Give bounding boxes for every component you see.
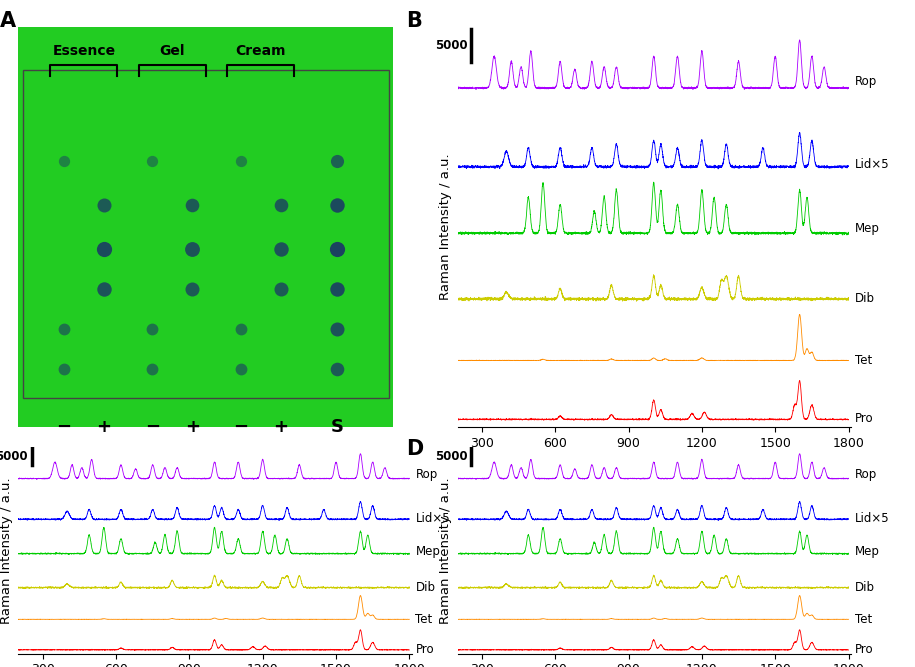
Text: Dib: Dib [855,291,875,305]
Y-axis label: Raman Intensity / a.u.: Raman Intensity / a.u. [439,153,452,300]
Point [274,199,288,210]
Text: Mep: Mep [415,545,440,558]
Text: +: + [274,418,288,436]
Point [97,243,112,254]
FancyBboxPatch shape [23,70,389,398]
Point [329,156,344,167]
Text: Mep: Mep [855,222,879,235]
Y-axis label: Raman Intensity / a.u.: Raman Intensity / a.u. [0,477,13,624]
Text: −: − [57,418,71,436]
Point [57,364,71,374]
Text: +: + [185,418,200,436]
Text: 5000: 5000 [435,450,468,463]
Point [57,323,71,334]
Point [329,364,344,374]
Point [97,199,112,210]
Text: S: S [330,418,344,436]
Text: Essence: Essence [52,43,115,57]
Text: Lid×5: Lid×5 [855,158,889,171]
Text: Gel: Gel [159,43,185,57]
Text: Pro: Pro [855,412,873,426]
Point [185,199,199,210]
Point [233,364,248,374]
X-axis label: Wavenumber / cm⁻¹: Wavenumber / cm⁻¹ [587,455,721,468]
Point [274,243,288,254]
Text: Pro: Pro [855,643,873,656]
Text: Rop: Rop [415,468,437,482]
Point [145,156,159,167]
Text: −: − [233,418,248,436]
Point [329,199,344,210]
Text: Lid×5: Lid×5 [855,512,889,525]
Text: A: A [0,11,16,31]
Point [233,156,248,167]
Point [97,283,112,294]
Text: Tet: Tet [855,354,872,367]
Point [185,243,199,254]
Point [329,283,344,294]
Text: D: D [406,439,424,459]
Text: +: + [97,418,112,436]
Point [185,283,199,294]
Y-axis label: Raman Intensity / a.u.: Raman Intensity / a.u. [439,477,452,624]
Point [233,323,248,334]
Text: Dib: Dib [855,580,875,594]
Text: Tet: Tet [415,613,433,626]
Point [145,323,159,334]
Text: 5000: 5000 [435,39,468,52]
Text: Pro: Pro [415,643,434,656]
Point [145,364,159,374]
Point [57,156,71,167]
Text: Dib: Dib [415,580,436,594]
Text: 5000: 5000 [0,450,28,463]
Text: Mep: Mep [855,545,879,558]
Point [329,243,344,254]
Text: Cream: Cream [235,43,286,57]
Text: Lid×5: Lid×5 [415,512,450,525]
Point [274,283,288,294]
Text: Rop: Rop [855,75,877,87]
Text: −: − [145,418,160,436]
Point [329,323,344,334]
Text: Rop: Rop [855,468,877,482]
Text: B: B [406,11,422,31]
Text: Tet: Tet [855,613,872,626]
